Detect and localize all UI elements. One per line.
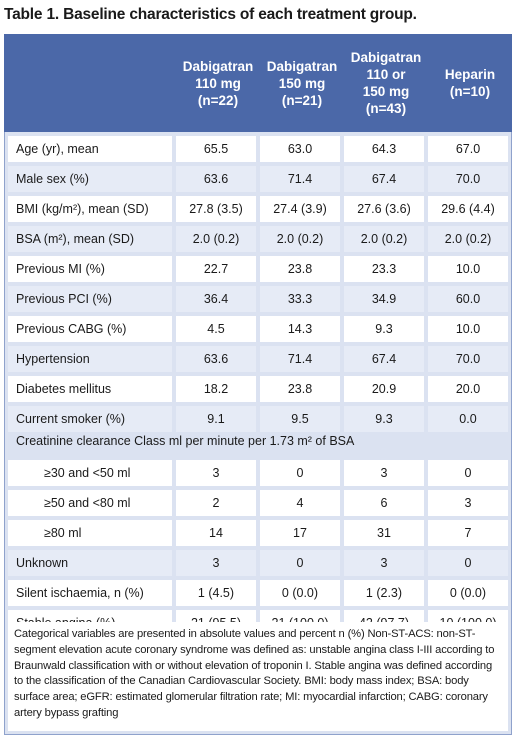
table-row-current-smoker-value-1: 9.1 xyxy=(176,406,256,432)
table-row-80-ml-label: ≥80 ml xyxy=(8,520,172,546)
table-row-80-ml-value-1: 14 xyxy=(176,520,256,546)
table-row-age-yr-mean-value-1: 65.5 xyxy=(176,136,256,162)
table-row-bsa-m-mean-sd-value-2: 2.0 (0.2) xyxy=(260,226,340,252)
table-row-hypertension-value-1: 63.6 xyxy=(176,346,256,372)
table-row-30-and-50-ml-value-2: 0 xyxy=(260,460,340,486)
table-row-30-and-50-ml-value-4: 0 xyxy=(428,460,508,486)
table-row-current-smoker-label: Current smoker (%) xyxy=(8,406,172,432)
table-row-previous-mi-value-3: 23.3 xyxy=(344,256,424,282)
table-row-bsa-m-mean-sd-value-1: 2.0 (0.2) xyxy=(176,226,256,252)
table-footnote: Categorical variables are presented in a… xyxy=(8,622,508,731)
table-row-hypertension-value-4: 70.0 xyxy=(428,346,508,372)
table-row-previous-cabg-value-2: 14.3 xyxy=(260,316,340,342)
table-row-bsa-m-mean-sd-value-3: 2.0 (0.2) xyxy=(344,226,424,252)
table-row-30-and-50-ml-value-1: 3 xyxy=(176,460,256,486)
table-row-silent-ischaemia-n-label: Silent ischaemia, n (%) xyxy=(8,580,172,606)
column-header-heparin: Heparin (n=10) xyxy=(444,67,496,99)
table-row-male-sex-value-2: 71.4 xyxy=(260,166,340,192)
table-row-previous-pci-label: Previous PCI (%) xyxy=(8,286,172,312)
table-row-30-and-50-ml-value-3: 3 xyxy=(344,460,424,486)
table-row-silent-ischaemia-n-value-4: 0 (0.0) xyxy=(428,580,508,606)
table-row-bmi-kg-m-mean-sd-value-3: 27.6 (3.6) xyxy=(344,196,424,222)
table-row-50-and-80-ml-value-3: 6 xyxy=(344,490,424,516)
table-row-bsa-m-mean-sd-value-4: 2.0 (0.2) xyxy=(428,226,508,252)
column-header-dabigatran-150: Dabigatran 150 mg (n=21) xyxy=(266,58,338,108)
table-row-hypertension-value-3: 67.4 xyxy=(344,346,424,372)
table-row-male-sex-value-4: 70.0 xyxy=(428,166,508,192)
table-row-silent-ischaemia-n-value-3: 1 (2.3) xyxy=(344,580,424,606)
table-row-current-smoker-value-2: 9.5 xyxy=(260,406,340,432)
table-row-bsa-m-mean-sd-label: BSA (m²), mean (SD) xyxy=(8,226,172,252)
table-row-male-sex-label: Male sex (%) xyxy=(8,166,172,192)
table-row-50-and-80-ml-value-4: 3 xyxy=(428,490,508,516)
table-row-previous-cabg-label: Previous CABG (%) xyxy=(8,316,172,342)
table-row-age-yr-mean-value-2: 63.0 xyxy=(260,136,340,162)
table-row-previous-pci-value-2: 33.3 xyxy=(260,286,340,312)
table-row-80-ml-value-3: 31 xyxy=(344,520,424,546)
table-header-background xyxy=(4,34,512,132)
table-row-unknown-value-4: 0 xyxy=(428,550,508,576)
table-row-50-and-80-ml-value-1: 2 xyxy=(176,490,256,516)
table-row-diabetes-mellitus-value-3: 20.9 xyxy=(344,376,424,402)
table-row-unknown-label: Unknown xyxy=(8,550,172,576)
table-row-hypertension-value-2: 71.4 xyxy=(260,346,340,372)
table-row-previous-mi-value-2: 23.8 xyxy=(260,256,340,282)
column-header-dabigatran-combined: Dabigatran 110 or 150 mg (n=43) xyxy=(350,50,422,116)
table-row-age-yr-mean-value-3: 64.3 xyxy=(344,136,424,162)
table-row-bmi-kg-m-mean-sd-value-4: 29.6 (4.4) xyxy=(428,196,508,222)
table-row-unknown-value-2: 0 xyxy=(260,550,340,576)
table-row-previous-pci-value-1: 36.4 xyxy=(176,286,256,312)
table-row-previous-mi-value-1: 22.7 xyxy=(176,256,256,282)
table-row-age-yr-mean-label: Age (yr), mean xyxy=(8,136,172,162)
table-row-diabetes-mellitus-value-4: 20.0 xyxy=(428,376,508,402)
table-row-silent-ischaemia-n-value-1: 1 (4.5) xyxy=(176,580,256,606)
table-row-diabetes-mellitus-value-2: 23.8 xyxy=(260,376,340,402)
table-row-previous-pci-value-4: 60.0 xyxy=(428,286,508,312)
table-row-80-ml-value-4: 7 xyxy=(428,520,508,546)
section-label-creatinine-clearance: Creatinine clearance Class ml per minute… xyxy=(16,434,355,448)
table-row-unknown-value-1: 3 xyxy=(176,550,256,576)
table-row-previous-mi-value-4: 10.0 xyxy=(428,256,508,282)
table-title: Table 1. Baseline characteristics of eac… xyxy=(4,6,417,23)
table-row-30-and-50-ml-label: ≥30 and <50 ml xyxy=(8,460,172,486)
table-row-age-yr-mean-value-4: 67.0 xyxy=(428,136,508,162)
table-row-previous-cabg-value-3: 9.3 xyxy=(344,316,424,342)
table-row-current-smoker-value-3: 9.3 xyxy=(344,406,424,432)
table-row-silent-ischaemia-n-value-2: 0 (0.0) xyxy=(260,580,340,606)
table-row-50-and-80-ml-label: ≥50 and <80 ml xyxy=(8,490,172,516)
table-row-bmi-kg-m-mean-sd-value-2: 27.4 (3.9) xyxy=(260,196,340,222)
table-row-diabetes-mellitus-value-1: 18.2 xyxy=(176,376,256,402)
table-row-male-sex-value-3: 67.4 xyxy=(344,166,424,192)
table-row-current-smoker-value-4: 0.0 xyxy=(428,406,508,432)
table-row-unknown-value-3: 3 xyxy=(344,550,424,576)
table-row-bmi-kg-m-mean-sd-value-1: 27.8 (3.5) xyxy=(176,196,256,222)
table-row-previous-mi-label: Previous MI (%) xyxy=(8,256,172,282)
column-header-dabigatran-110: Dabigatran 110 mg (n=22) xyxy=(182,58,254,108)
table-row-previous-pci-value-3: 34.9 xyxy=(344,286,424,312)
table-row-male-sex-value-1: 63.6 xyxy=(176,166,256,192)
table-row-diabetes-mellitus-label: Diabetes mellitus xyxy=(8,376,172,402)
table-row-previous-cabg-value-4: 10.0 xyxy=(428,316,508,342)
table-row-hypertension-label: Hypertension xyxy=(8,346,172,372)
table-row-50-and-80-ml-value-2: 4 xyxy=(260,490,340,516)
table-row-bmi-kg-m-mean-sd-label: BMI (kg/m²), mean (SD) xyxy=(8,196,172,222)
table-row-80-ml-value-2: 17 xyxy=(260,520,340,546)
table-row-previous-cabg-value-1: 4.5 xyxy=(176,316,256,342)
